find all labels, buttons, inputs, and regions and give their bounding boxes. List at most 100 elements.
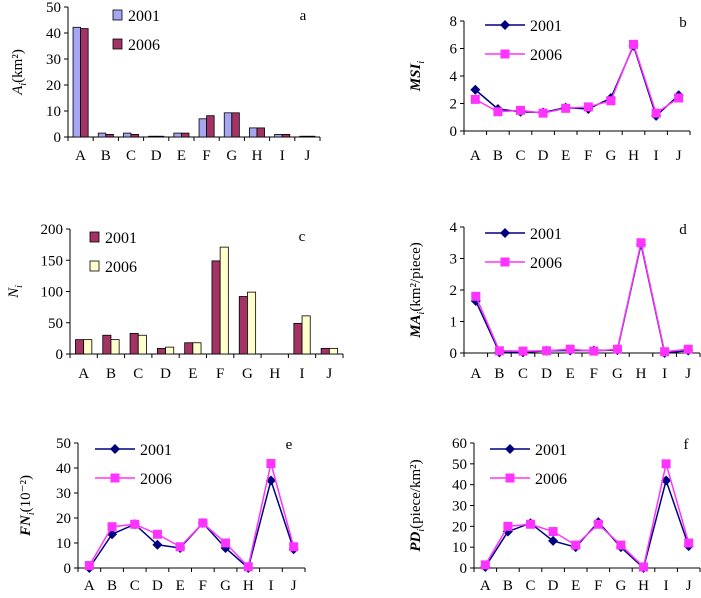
x-tick-label: D	[541, 366, 552, 382]
line-2006	[88, 463, 295, 569]
point-2006-G	[616, 540, 626, 550]
bar-2001-E	[184, 342, 194, 355]
line-2001	[88, 477, 295, 570]
legend-label: 2006	[530, 255, 562, 272]
x-tick-label: J	[304, 148, 310, 164]
y-tick-label: 50	[48, 316, 63, 332]
bar-2006-D	[155, 135, 165, 138]
panel-letter: d	[679, 222, 687, 238]
point-2006-B	[493, 107, 503, 117]
legend-label: 2001	[105, 230, 137, 247]
y-tick-label: 8	[450, 14, 458, 30]
y-tick-label: 6	[450, 42, 458, 58]
legend-swatch	[89, 231, 100, 243]
x-tick-label: H	[636, 366, 647, 382]
legend-label: 2006	[105, 259, 137, 276]
panel-d: 0 1 2 3 4 A B C D E F G H I J MAi(km²/piece) d 2001 2006	[408, 220, 701, 382]
y-tick-label: 50	[452, 457, 467, 473]
point-2006-E	[561, 103, 571, 113]
y-tick-label: 0	[450, 124, 458, 140]
x-tick-label: I	[268, 578, 273, 594]
x-tick-label: B	[101, 148, 111, 164]
line-2006	[474, 42, 680, 115]
bar-2006-E	[180, 132, 190, 138]
bar-2001-F	[198, 118, 207, 138]
bar-2006-C	[130, 133, 139, 138]
bar-2001-J	[320, 347, 330, 355]
panel-c: 0 50 100 150 200 A B C D E F G H I J Ni c 2001 2006	[6, 222, 344, 382]
x-tick-label: A	[78, 366, 89, 382]
point-2006-B	[494, 346, 504, 356]
y-tick-label: 4	[450, 69, 458, 85]
bar-2006-J	[306, 135, 316, 138]
x-tick-label: F	[199, 578, 207, 594]
legend-swatch	[112, 9, 123, 21]
x-tick-label: H	[638, 578, 649, 594]
bar-2006-D	[165, 346, 175, 355]
point-2006-J	[684, 538, 694, 548]
y-tick-label: 30	[46, 52, 61, 68]
legend-marker	[110, 473, 120, 483]
x-tick-label: B	[493, 148, 503, 164]
x-tick-label: J	[291, 578, 297, 594]
y-label-var: FN	[18, 514, 34, 537]
y-tick-label: 0	[56, 347, 64, 363]
point-2006-C	[130, 519, 140, 529]
point-2006-I	[651, 108, 661, 118]
legend-swatch	[89, 260, 100, 272]
x-tick-label: F	[216, 366, 224, 382]
x-tick-label: G	[605, 148, 616, 164]
point-2006-A	[470, 94, 480, 104]
bar-2006-H	[256, 127, 265, 138]
x-tick-label: C	[515, 148, 525, 164]
x-tick-label: F	[594, 578, 602, 594]
panel-letter: f	[684, 437, 689, 453]
x-tick-label: A	[480, 578, 491, 594]
bar-2001-B	[102, 334, 112, 355]
x-tick-label: A	[470, 366, 481, 382]
point-2006-H	[243, 562, 253, 572]
bar-2006-J	[328, 347, 338, 355]
y-axis-label: MSIi	[408, 61, 427, 93]
x-tick-label: I	[662, 366, 667, 382]
point-2006-F	[198, 518, 208, 528]
legend-label: 2006	[530, 47, 562, 64]
point-2006-G	[606, 96, 616, 106]
x-tick-label: E	[176, 578, 185, 594]
panel-letter: a	[300, 8, 307, 24]
x-tick-label: F	[202, 148, 210, 164]
legend-label: 2001	[535, 442, 567, 459]
y-label-var: MA	[408, 314, 424, 338]
point-2006-D	[542, 346, 552, 356]
x-tick-label: H	[243, 578, 254, 594]
point-2001-A	[470, 84, 481, 95]
x-tick-label: A	[75, 148, 86, 164]
x-tick-label: J	[686, 578, 692, 594]
legend-marker	[500, 257, 510, 267]
x-tick-label: H	[252, 148, 263, 164]
x-tick-label: J	[326, 366, 332, 382]
x-tick-label: E	[561, 148, 570, 164]
x-tick-label: D	[151, 148, 162, 164]
y-tick-label: 30	[452, 499, 467, 515]
legend-marker	[500, 49, 510, 59]
bar-2001-G	[223, 112, 233, 138]
point-2006-E	[565, 344, 575, 354]
bar-2006-I	[281, 133, 291, 138]
x-tick-label: B	[107, 578, 117, 594]
point-2006-J	[683, 344, 693, 354]
bar-2006-F	[219, 246, 229, 355]
y-label-sub: i	[416, 529, 427, 532]
bar-2006-I	[301, 315, 311, 355]
point-2006-I	[266, 459, 276, 468]
y-tick-label: 60	[452, 436, 467, 452]
x-tick-label: A	[470, 148, 481, 164]
panel-e: 0 10 20 30 40 50 A B C D E F G H I J FNi(10⁻²) e 2001 2006	[18, 436, 306, 594]
x-tick-label: E	[188, 366, 197, 382]
point-2006-B	[107, 522, 117, 532]
y-axis-label: MAi(km²/piece)	[408, 242, 427, 339]
x-tick-label: H	[628, 148, 639, 164]
legend-marker	[505, 473, 515, 483]
y-tick-label: 20	[46, 78, 61, 94]
